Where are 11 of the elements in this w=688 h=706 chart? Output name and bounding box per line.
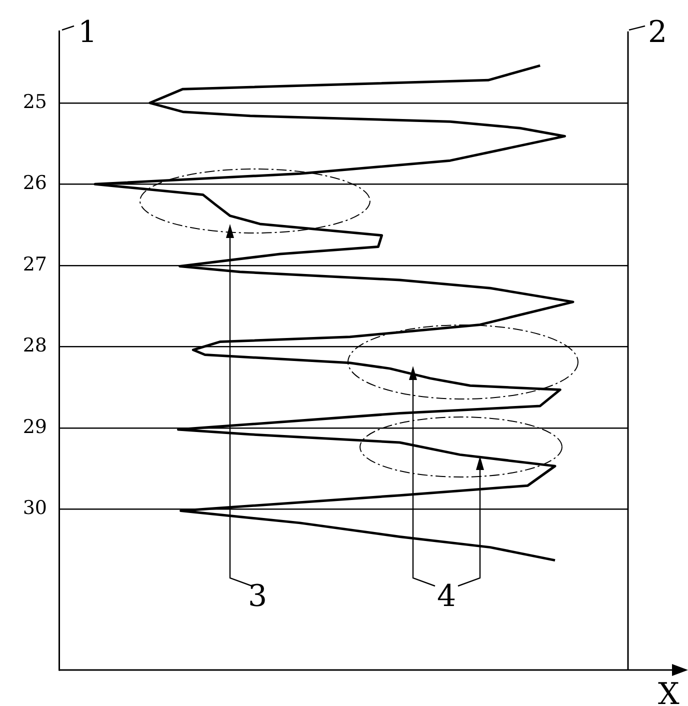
text: 2 — [648, 15, 668, 50]
x-axis-title: X — [658, 677, 680, 706]
y-tick-label: 30 — [22, 497, 47, 520]
y-tick-label: 25 — [22, 90, 47, 113]
annotation: 1 — [78, 15, 98, 50]
y-tick-label: 26 — [22, 172, 47, 194]
y-tick-label: 29 — [22, 416, 47, 438]
y-tick-label: 28 — [22, 334, 47, 357]
y-tick-label: 27 — [22, 253, 47, 276]
annotation: 4 — [437, 579, 456, 614]
annotation: 3 — [248, 579, 268, 614]
